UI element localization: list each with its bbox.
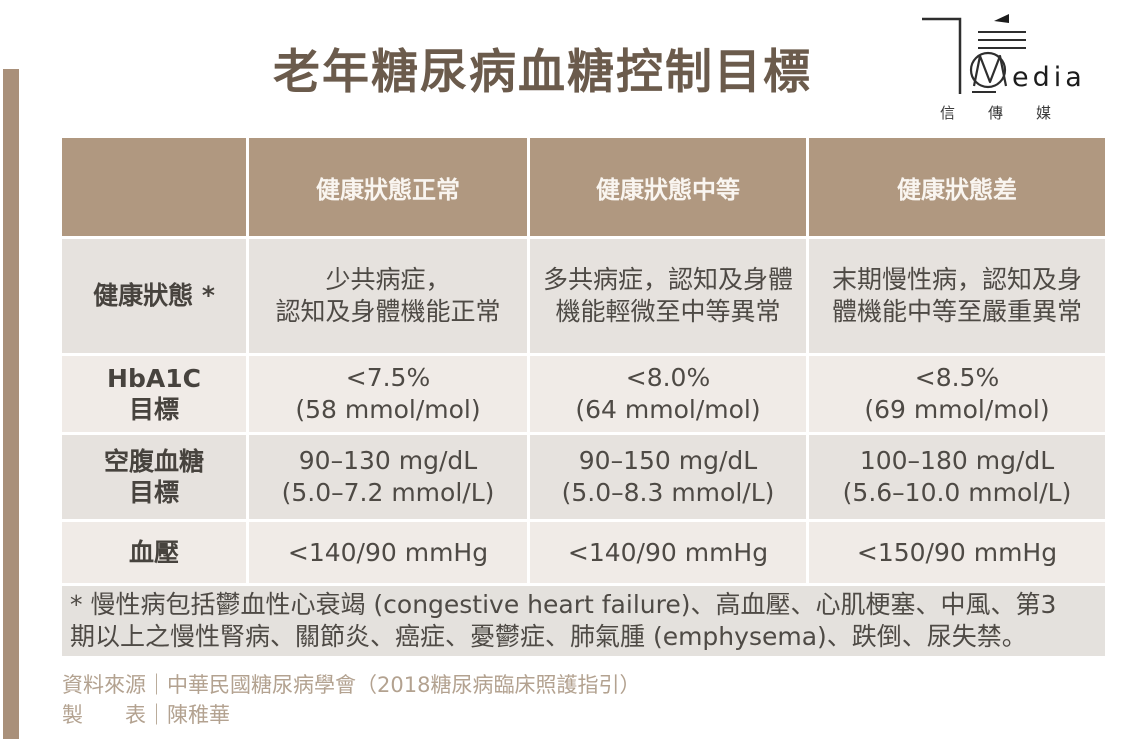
cm-media-logo-mark: edia [922, 14, 1086, 94]
logo-text-edia: edia [1012, 62, 1086, 93]
cell-health-status-poor: 末期慢性病，認知及身 體機能中等至嚴重異常 [809, 239, 1105, 353]
cell-blood-pressure-normal: <140/90 mmHg [249, 522, 527, 583]
cell-blood-pressure-poor: <150/90 mmHg [809, 522, 1105, 583]
row-label-blood-pressure: 血壓 [62, 522, 246, 583]
cell-fasting-glucose-normal: 90–130 mg/dL (5.0–7.2 mmol/L) [249, 435, 527, 519]
cell-health-status-intermediate: 多共病症，認知及身體 機能輕微至中等異常 [530, 239, 806, 353]
glycemic-targets-table: 健康狀態正常 健康狀態中等 健康狀態差 健康狀態 * 少共病症， 認知及身體機能… [62, 138, 1105, 656]
cell-fasting-glucose-intermediate: 90–150 mg/dL (5.0–8.3 mmol/L) [530, 435, 806, 519]
column-header-health-intermediate: 健康狀態中等 [530, 138, 806, 236]
cell-blood-pressure-intermediate: <140/90 mmHg [530, 522, 806, 583]
cm-media-logo: edia 信傳媒 [908, 10, 1112, 123]
cell-hba1c-intermediate: <8.0% (64 mmol/mol) [530, 356, 806, 432]
column-header-health-poor: 健康狀態差 [809, 138, 1105, 236]
cell-hba1c-poor: <8.5% (69 mmol/mol) [809, 356, 1105, 432]
accent-bar [3, 69, 19, 739]
source-line: 資料來源｜中華民國糖尿病學會（2018糖尿病臨床照護指引） [62, 673, 641, 697]
row-label-hba1c-target: HbA1C 目標 [62, 356, 246, 432]
column-header-health-normal: 健康狀態正常 [249, 138, 527, 236]
page-title: 老年糖尿病血糖控制目標 [273, 45, 812, 100]
logo-chinese-name: 信傳媒 [940, 104, 1085, 122]
table-footnote: * 慢性病包括鬱血性心衰竭 (congestive heart failure)… [62, 586, 1105, 656]
cell-hba1c-normal: <7.5% (58 mmol/mol) [249, 356, 527, 432]
cell-fasting-glucose-poor: 100–180 mg/dL (5.6–10.0 mmol/L) [809, 435, 1105, 519]
table-corner-cell [62, 138, 246, 236]
row-label-health-status: 健康狀態 * [62, 239, 246, 353]
row-label-fasting-glucose-target: 空腹血糖 目標 [62, 435, 246, 519]
credit-line: 製 表｜陳稚華 [62, 702, 230, 727]
cell-health-status-normal: 少共病症， 認知及身體機能正常 [249, 239, 527, 353]
footer-credits: 資料來源｜中華民國糖尿病學會（2018糖尿病臨床照護指引） 製 表｜陳稚華 [62, 671, 640, 731]
